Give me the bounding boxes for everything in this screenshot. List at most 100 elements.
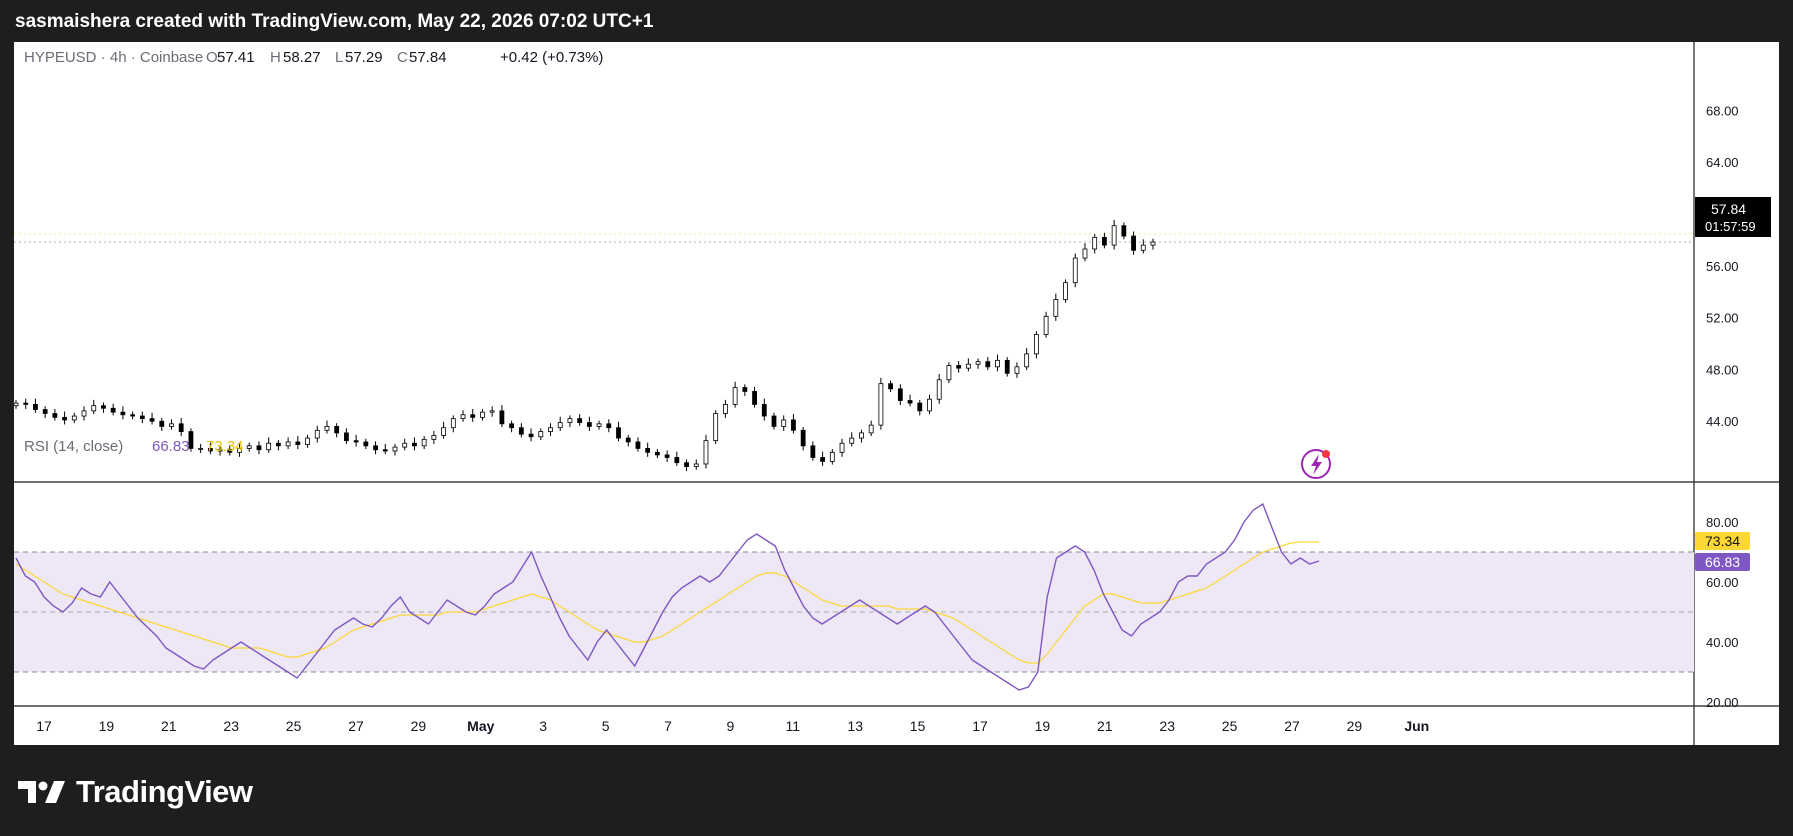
attribution-bar: sasmaishera created with TradingView.com… bbox=[0, 0, 1793, 42]
time-axis[interactable]: 17 19 21 23 25 27 29 May 3 5 7 9 11 13 15 17 19 21 23 25 27 2… bbox=[36, 718, 1429, 734]
rsi-line bbox=[15, 502, 1320, 691]
time-tick-label: 29 bbox=[1347, 718, 1363, 734]
price-badge-countdown: 01:57:59 bbox=[1705, 219, 1756, 234]
candle-body bbox=[305, 437, 310, 445]
symbol-label[interactable]: HYPEUSD · 4h · Coinbase bbox=[24, 49, 203, 66]
high-value: 58.27 bbox=[283, 49, 321, 66]
candle-body bbox=[888, 383, 894, 390]
candle-body bbox=[207, 448, 213, 452]
candle-body bbox=[791, 419, 796, 431]
candle-body bbox=[917, 402, 923, 412]
candle-body bbox=[586, 422, 592, 427]
candle-body bbox=[382, 449, 388, 452]
time-tick-label: 3 bbox=[539, 718, 547, 734]
candle-body bbox=[441, 427, 446, 436]
candle-body bbox=[1063, 282, 1068, 300]
candle-body bbox=[344, 432, 349, 442]
price-tick-label: 68.00 bbox=[1706, 103, 1739, 118]
tradingview-logo-icon bbox=[18, 781, 65, 803]
candle-body bbox=[703, 440, 709, 465]
candle-body bbox=[557, 422, 563, 429]
candle-body bbox=[995, 359, 1000, 368]
time-tick-label: 21 bbox=[1097, 718, 1113, 734]
candle-body bbox=[198, 448, 204, 450]
candle-body bbox=[810, 445, 816, 458]
candle-body bbox=[450, 418, 456, 429]
candle-body bbox=[120, 411, 126, 416]
chart-container[interactable]: 44.00 48.00 52.00 56.00 60.00 64.00 68.00 20.0… bbox=[14, 42, 1779, 745]
candle-body bbox=[820, 457, 825, 462]
candle-body bbox=[742, 387, 748, 392]
candle-body bbox=[829, 451, 835, 462]
price-tick-label: 48.00 bbox=[1706, 362, 1739, 377]
candle-body bbox=[363, 441, 369, 447]
lightning-bolt-icon[interactable] bbox=[1301, 449, 1331, 479]
rsi-ma-line bbox=[15, 541, 1319, 664]
candle-body bbox=[567, 418, 573, 423]
attribution-caption: sasmaishera created with TradingView.com… bbox=[15, 11, 654, 32]
candle-body bbox=[110, 407, 116, 413]
candle-body bbox=[936, 379, 942, 400]
candle-body bbox=[169, 423, 174, 427]
candle-body bbox=[781, 419, 787, 427]
close-label: C bbox=[397, 49, 408, 66]
rsi-axis[interactable]: 20.00 40.00 60.00 80.00 bbox=[1706, 515, 1739, 710]
candle-body bbox=[1033, 334, 1039, 355]
rsi-ma-badge-value: 73.34 bbox=[1705, 533, 1740, 549]
candle-body bbox=[771, 415, 777, 427]
candle-body bbox=[635, 441, 641, 449]
price-badge-value: 57.84 bbox=[1711, 201, 1746, 217]
candles-group bbox=[14, 219, 1156, 472]
candle-body bbox=[800, 429, 806, 447]
candle-body bbox=[373, 445, 378, 451]
candle-body bbox=[71, 415, 77, 421]
candle-body bbox=[752, 391, 757, 405]
candle-body bbox=[421, 438, 427, 447]
candle-body bbox=[275, 442, 281, 447]
candle-body bbox=[62, 416, 67, 421]
candle-body bbox=[956, 365, 962, 369]
candle-body bbox=[149, 418, 155, 422]
price-tick-label: 52.00 bbox=[1706, 311, 1739, 326]
candle-body bbox=[227, 449, 233, 453]
candle-body bbox=[849, 437, 855, 444]
candle-body bbox=[1043, 315, 1049, 335]
candle-body bbox=[14, 402, 19, 407]
candle-body bbox=[188, 431, 194, 449]
rsi-title[interactable]: RSI (14, close) bbox=[24, 438, 123, 455]
chart-canvas[interactable]: 44.00 48.00 52.00 56.00 60.00 64.00 68.00 20.0… bbox=[14, 42, 1779, 745]
candle-body bbox=[314, 429, 320, 439]
candle-body bbox=[353, 440, 359, 443]
time-tick-label: 19 bbox=[1035, 718, 1051, 734]
time-tick-label: 29 bbox=[411, 718, 427, 734]
time-tick-label: 17 bbox=[972, 718, 988, 734]
candle-body bbox=[42, 409, 48, 414]
candle-body bbox=[470, 414, 476, 418]
candle-body bbox=[1131, 235, 1136, 251]
candle-body bbox=[460, 414, 466, 420]
candle-body bbox=[334, 426, 340, 434]
candle-body bbox=[256, 445, 262, 451]
candle-body bbox=[1111, 225, 1117, 246]
candle-body bbox=[897, 388, 903, 401]
candle-body bbox=[946, 365, 952, 381]
rsi-badge-value: 66.83 bbox=[1705, 554, 1740, 570]
candle-body bbox=[246, 445, 252, 449]
candle-body bbox=[985, 361, 991, 368]
candle-body bbox=[723, 403, 728, 414]
candle-body bbox=[927, 398, 932, 412]
candle-body bbox=[878, 383, 884, 426]
time-tick-label: 19 bbox=[99, 718, 115, 734]
candle-body bbox=[645, 448, 651, 453]
candle-body bbox=[480, 411, 485, 418]
price-badge[interactable] bbox=[1695, 197, 1771, 237]
time-tick-label: May bbox=[467, 718, 494, 734]
time-tick-label: 25 bbox=[1222, 718, 1238, 734]
rsi-tick-label: 20.00 bbox=[1706, 695, 1739, 710]
tradingview-logo[interactable]: TradingView bbox=[18, 772, 253, 812]
candle-body bbox=[761, 403, 767, 417]
candle-body bbox=[965, 363, 971, 369]
candle-body bbox=[868, 424, 874, 434]
candle-body bbox=[684, 462, 689, 467]
